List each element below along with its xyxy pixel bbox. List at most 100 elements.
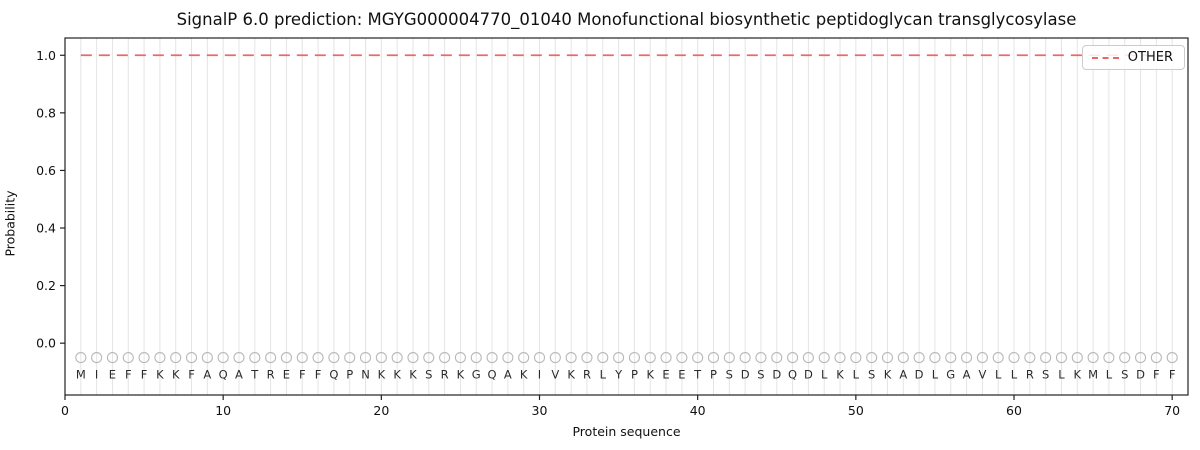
x-tick-label: 40	[690, 403, 706, 418]
residue-marker	[1071, 352, 1083, 364]
residue-marker	[897, 352, 909, 364]
residue-letter: F	[141, 368, 148, 382]
legend: OTHER	[1081, 45, 1185, 70]
residue-letter: T	[250, 368, 259, 382]
x-tick-label: 0	[61, 403, 69, 418]
residue-marker	[391, 352, 403, 364]
residue-marker	[344, 352, 356, 364]
residue-letter: Y	[614, 368, 623, 382]
residue-letter: S	[868, 368, 875, 382]
residue-letter: N	[361, 368, 370, 382]
residue-marker	[565, 352, 577, 364]
residue-marker	[739, 352, 751, 364]
residue-marker	[1103, 352, 1115, 364]
residue-letter: P	[346, 368, 353, 382]
residue-marker	[502, 352, 514, 364]
y-tick-label: 0.2	[36, 278, 56, 293]
residue-letter: Q	[219, 368, 228, 382]
residue-letter: S	[757, 368, 764, 382]
residue-marker	[75, 352, 87, 364]
chart-title: SignalP 6.0 prediction: MGYG000004770_01…	[176, 10, 1077, 29]
residue-letter: L	[821, 368, 828, 382]
residue-letter: L	[1106, 368, 1113, 382]
residue-letter: Q	[329, 368, 338, 382]
residue-marker	[1087, 352, 1099, 364]
residue-marker	[1055, 352, 1068, 364]
residue-letter: F	[1169, 368, 1176, 382]
y-tick-label: 1.0	[36, 48, 56, 63]
residue-marker	[138, 352, 150, 364]
residue-marker	[1024, 352, 1036, 364]
y-tick-label: 0.0	[36, 336, 56, 351]
residue-marker	[518, 352, 530, 364]
residue-marker	[802, 352, 814, 364]
residue-marker	[1150, 352, 1162, 364]
residue-letter: G	[472, 368, 481, 382]
x-tick-label: 70	[1164, 403, 1180, 418]
residue-marker	[1166, 352, 1178, 364]
residue-marker	[628, 352, 640, 364]
residue-letter: S	[1042, 368, 1049, 382]
residue-letter: E	[662, 368, 669, 382]
residue-letter: K	[409, 368, 417, 382]
residue-marker	[296, 352, 308, 364]
residue-marker	[961, 352, 973, 364]
y-tick-label: 0.8	[36, 105, 56, 120]
residue-letter: F	[1153, 368, 1160, 382]
residue-marker	[707, 352, 720, 364]
residue-letter: K	[520, 368, 528, 382]
residue-letter: D	[1136, 368, 1145, 382]
residue-letter: R	[1026, 368, 1034, 382]
residue-marker	[913, 352, 925, 364]
y-tick-label: 0.4	[36, 221, 56, 236]
residue-letter: V	[551, 368, 559, 382]
residue-letter: R	[441, 368, 449, 382]
residue-marker	[91, 352, 103, 364]
residue-letter: K	[156, 368, 164, 382]
residue-marker	[818, 352, 830, 364]
residue-marker	[249, 352, 261, 364]
residue-marker	[154, 352, 166, 364]
residue-marker	[170, 352, 182, 364]
residue-letter: A	[203, 368, 211, 382]
residue-letter: A	[963, 368, 971, 382]
axis-box	[64, 37, 1189, 396]
residue-marker	[597, 352, 609, 364]
residue-marker	[407, 352, 419, 364]
residue-letter: Q	[788, 368, 797, 382]
residue-letter: M	[76, 368, 86, 382]
residue-letter: E	[109, 368, 116, 382]
residue-letter: K	[378, 368, 386, 382]
residue-letter: G	[946, 368, 955, 382]
residue-letter: S	[1121, 368, 1128, 382]
residue-marker	[359, 352, 372, 364]
residue-marker	[328, 352, 340, 364]
residue-letter: F	[315, 368, 322, 382]
residue-marker	[122, 352, 134, 364]
residue-letter: K	[172, 368, 180, 382]
residue-letter: D	[772, 368, 781, 382]
residue-marker	[692, 352, 704, 364]
residue-marker	[470, 352, 482, 364]
residue-letter: I	[95, 368, 98, 382]
residue-marker	[312, 352, 324, 364]
residue-letter: D	[915, 368, 924, 382]
residue-marker	[644, 352, 656, 364]
residue-letter: F	[125, 368, 132, 382]
residue-letter: K	[1074, 368, 1082, 382]
residue-letter: V	[978, 368, 986, 382]
residue-letter: K	[457, 368, 465, 382]
residue-letter: K	[836, 368, 844, 382]
residue-marker	[992, 352, 1004, 364]
residue-marker	[787, 352, 799, 364]
x-tick-label: 50	[848, 403, 864, 418]
residue-letter: E	[678, 368, 685, 382]
residue-letter: A	[235, 368, 243, 382]
residue-marker	[185, 352, 198, 364]
residue-marker	[265, 352, 277, 364]
residue-letter: L	[853, 368, 860, 382]
residue-marker	[581, 352, 593, 364]
residue-marker	[866, 352, 878, 364]
residue-marker	[233, 352, 245, 364]
residue-marker	[723, 352, 735, 364]
